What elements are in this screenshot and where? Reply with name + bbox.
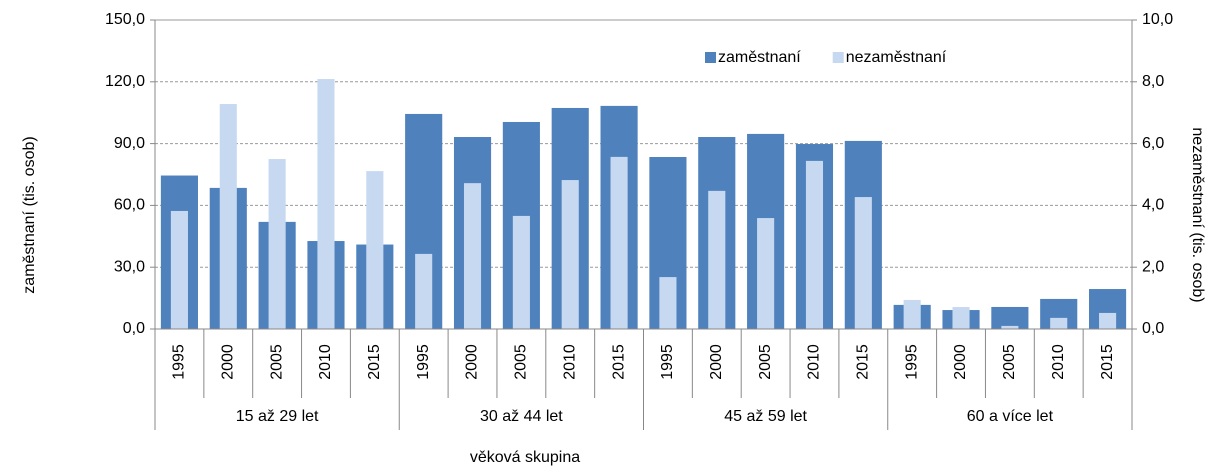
group-label: 45 až 59 let: [724, 408, 807, 425]
bar: [1001, 325, 1019, 329]
bar: [708, 190, 726, 329]
legend-label: zaměstnaní: [718, 49, 801, 66]
bar: [317, 79, 335, 329]
legend-label: nezaměstnaní: [846, 49, 947, 66]
bar: [415, 253, 433, 329]
legend-swatch: [832, 52, 844, 63]
x-tick-label: 2015: [1099, 344, 1116, 380]
y2-tick-label: 8,0: [1142, 73, 1164, 90]
x-tick-label: 1995: [415, 344, 432, 380]
y2-tick-label: 4,0: [1142, 197, 1164, 214]
bar: [561, 180, 579, 329]
x-tick-label: 1995: [903, 344, 920, 380]
y2-tick-label: 2,0: [1142, 258, 1164, 275]
bar: [952, 307, 970, 329]
x-tick-label: 2000: [219, 344, 236, 380]
bar: [219, 104, 237, 329]
x-tick-label: 2010: [806, 344, 823, 380]
x-tick-label: 2005: [1001, 344, 1018, 380]
bar: [170, 210, 188, 329]
y-tick-label: 30,0: [114, 258, 145, 275]
bar: [1099, 312, 1117, 329]
bar: [991, 306, 1029, 329]
x-tick-label: 2015: [855, 344, 872, 380]
bar: [805, 160, 824, 329]
x-tick-label: 2000: [952, 344, 969, 380]
bar: [610, 156, 628, 329]
group-label: 30 až 44 let: [480, 408, 563, 425]
x-tick-label: 2015: [610, 344, 627, 380]
y2-tick-label: 0,0: [1142, 320, 1164, 337]
bar: [757, 218, 775, 329]
x-tick-label: 2005: [268, 344, 285, 380]
x-tick-label: 1995: [171, 344, 188, 380]
y-tick-label: 60,0: [114, 197, 145, 214]
bar: [268, 159, 286, 329]
y2-tick-label: 6,0: [1142, 135, 1164, 152]
x-tick-label: 2010: [561, 344, 578, 380]
bar: [512, 215, 530, 329]
group-label: 60 a více let: [967, 408, 1054, 425]
bar: [1050, 317, 1068, 329]
x-tick-label: 2000: [708, 344, 725, 380]
x-tick-label: 2005: [513, 344, 530, 380]
bar: [854, 197, 872, 329]
y-tick-label: 90,0: [114, 135, 145, 152]
bar: [903, 299, 921, 329]
bar: [366, 171, 384, 329]
x-tick-label: 2000: [464, 344, 481, 380]
bar: [659, 277, 677, 329]
bar: [463, 183, 482, 329]
y2-axis-title: nezaměstnaní (tis. osob): [1189, 127, 1206, 302]
group-label: 15 až 29 let: [236, 408, 319, 425]
legend-swatch: [705, 52, 716, 63]
x-tick-label: 1995: [659, 344, 676, 380]
x-axis-title: věková skupina: [470, 449, 580, 466]
x-tick-label: 2005: [757, 344, 774, 380]
y-tick-label: 150,0: [105, 11, 145, 28]
y-tick-label: 0,0: [123, 320, 145, 337]
y-tick-label: 120,0: [105, 73, 145, 90]
y2-tick-label: 10,0: [1142, 11, 1173, 28]
x-tick-label: 2015: [366, 344, 383, 380]
x-tick-label: 2010: [317, 344, 334, 380]
x-tick-label: 2010: [1050, 344, 1067, 380]
y-axis-title: zaměstnaní (tis. osob): [21, 136, 38, 293]
